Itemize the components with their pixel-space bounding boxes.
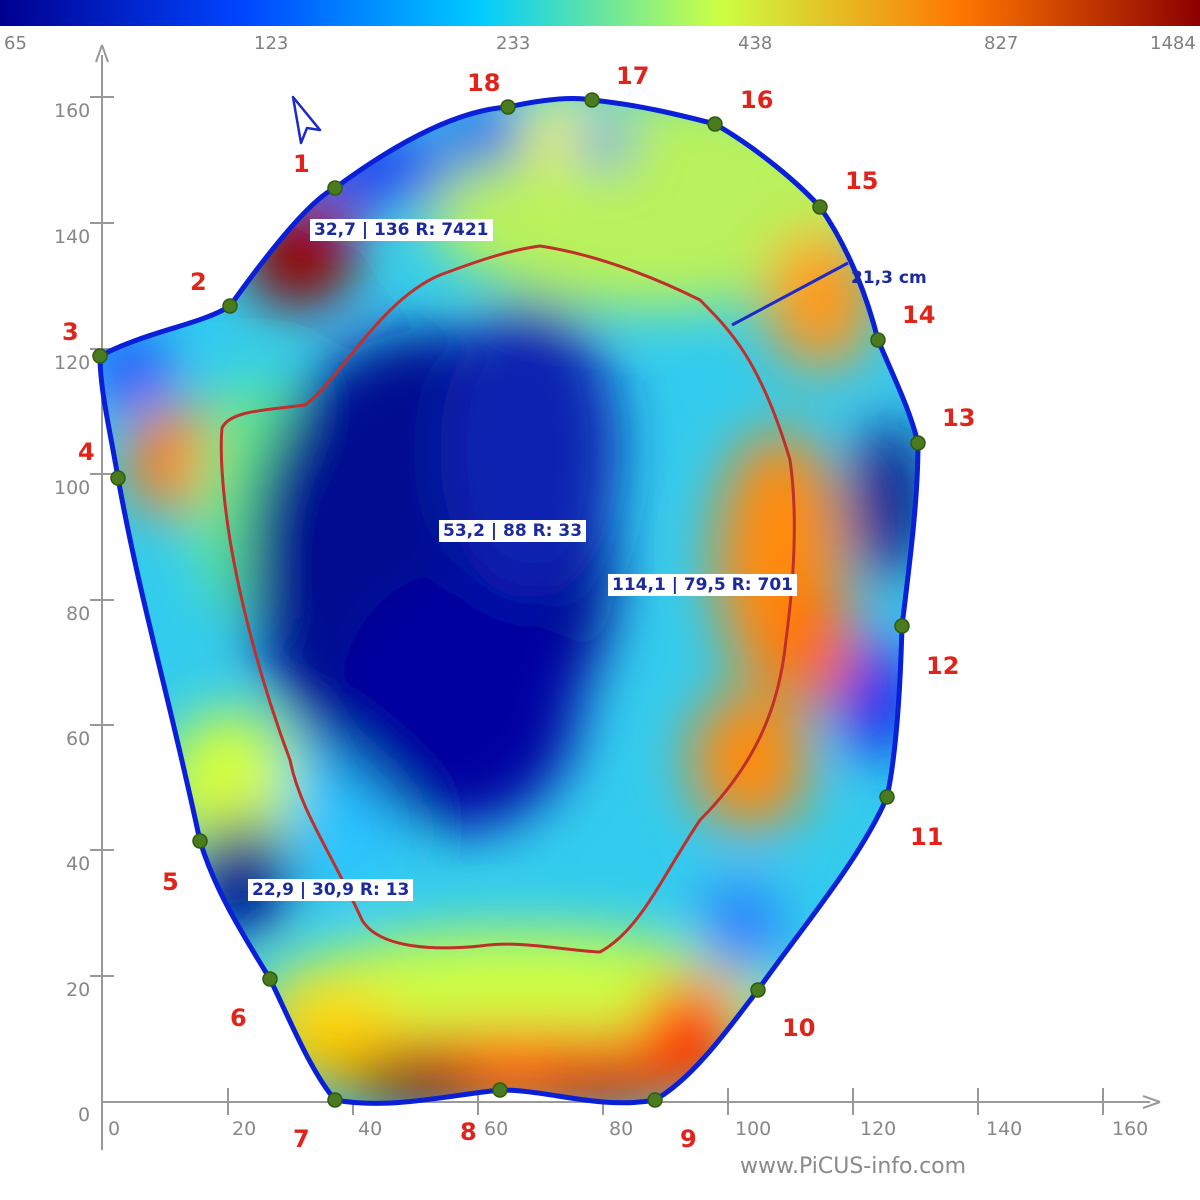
sensor-label-13: 13 xyxy=(942,404,975,432)
measurement-annotation: 53,2 | 88 R: 33 xyxy=(439,520,587,542)
x-tick-label: 0 xyxy=(108,1118,120,1140)
sensor-point-13[interactable] xyxy=(910,435,926,451)
y-tick-label: 160 xyxy=(54,100,90,122)
sensor-label-15: 15 xyxy=(845,167,878,195)
sensor-point-9[interactable] xyxy=(647,1092,663,1108)
sensor-label-4: 4 xyxy=(78,438,95,466)
sensor-point-12[interactable] xyxy=(894,618,910,634)
sensor-label-7: 7 xyxy=(293,1125,310,1153)
color-scale-tick: 1484 xyxy=(1150,33,1196,54)
sensor-label-1: 1 xyxy=(293,150,310,178)
sensor-point-3[interactable] xyxy=(92,348,108,364)
sensor-point-16[interactable] xyxy=(707,116,723,132)
x-tick-label: 140 xyxy=(986,1118,1022,1140)
sensor-points xyxy=(92,92,926,1108)
sensor-point-8[interactable] xyxy=(492,1082,508,1098)
x-tick-labels: 0 20 40 60 80 100 120 140 160 xyxy=(108,1118,1148,1140)
y-tick-labels: 0 20 40 60 80 100 120 140 160 xyxy=(54,100,90,1126)
x-tick-label: 80 xyxy=(609,1118,633,1140)
y-tick-label: 60 xyxy=(66,728,90,750)
x-tick-label: 40 xyxy=(358,1118,382,1140)
sensor-label-3: 3 xyxy=(62,318,79,346)
y-tick-label: 100 xyxy=(54,477,90,499)
color-scale-tick: 827 xyxy=(984,33,1019,54)
x-tick-label: 100 xyxy=(735,1118,771,1140)
sensor-label-6: 6 xyxy=(230,1004,247,1032)
inner-boundary-curve xyxy=(219,244,796,954)
color-scale-bar xyxy=(0,0,1200,26)
x-tick-label: 120 xyxy=(860,1118,896,1140)
x-tick-label: 160 xyxy=(1112,1118,1148,1140)
sensor-point-6[interactable] xyxy=(262,971,278,987)
sensor-point-4[interactable] xyxy=(110,470,126,486)
sensor-label-2: 2 xyxy=(190,268,207,296)
color-scale-tick: 65 xyxy=(4,33,27,54)
y-tick-label: 20 xyxy=(66,979,90,1001)
x-tick-label: 20 xyxy=(232,1118,256,1140)
y-tick-label: 0 xyxy=(78,1104,90,1126)
sensor-point-2[interactable] xyxy=(222,298,238,314)
measurement-annotation: 22,9 | 30,9 R: 13 xyxy=(248,879,414,901)
distance-label: 21,3 cm xyxy=(851,268,927,288)
sensor-point-17[interactable] xyxy=(584,92,600,108)
sensor-point-18[interactable] xyxy=(500,99,516,115)
measurement-annotation: 32,7 | 136 R: 7421 xyxy=(310,219,493,241)
y-tick-label: 40 xyxy=(66,853,90,875)
sensor-labels: 1 2 3 4 5 6 7 8 9 10 11 12 13 14 15 16 1… xyxy=(62,62,975,1153)
sensor-label-5: 5 xyxy=(162,868,179,896)
north-arrow-icon xyxy=(291,95,322,145)
sensor-label-12: 12 xyxy=(926,652,959,680)
sensor-point-7[interactable] xyxy=(327,1092,343,1108)
y-axis-arrow xyxy=(95,44,109,63)
sensor-label-11: 11 xyxy=(910,823,943,851)
sensor-label-17: 17 xyxy=(616,62,649,90)
sensor-point-10[interactable] xyxy=(750,982,766,998)
x-axis-arrow xyxy=(1142,1095,1161,1109)
sensor-label-16: 16 xyxy=(740,86,773,114)
x-tick-label: 60 xyxy=(484,1118,508,1140)
watermark: www.PiCUS-info.com xyxy=(740,1154,967,1179)
sensor-label-9: 9 xyxy=(680,1125,697,1153)
y-tick-label: 80 xyxy=(66,603,90,625)
sensor-point-11[interactable] xyxy=(879,789,895,805)
color-scale-tick: 438 xyxy=(738,33,773,54)
sensor-point-14[interactable] xyxy=(870,332,886,348)
distance-measure-line xyxy=(731,261,849,327)
color-scale-tick: 233 xyxy=(496,33,531,54)
sensor-point-1[interactable] xyxy=(327,180,343,196)
sensor-label-10: 10 xyxy=(782,1014,815,1042)
y-tick-label: 120 xyxy=(54,352,90,374)
sensor-label-14: 14 xyxy=(902,301,935,329)
sensor-point-5[interactable] xyxy=(192,833,208,849)
sensor-label-18: 18 xyxy=(467,69,500,97)
density-heatmap xyxy=(100,98,918,1104)
sensor-label-8: 8 xyxy=(460,1118,477,1146)
color-scale-tick: 123 xyxy=(254,33,289,54)
y-tick-label: 140 xyxy=(54,226,90,248)
sensor-point-15[interactable] xyxy=(812,199,828,215)
measurement-annotation: 114,1 | 79,5 R: 701 xyxy=(608,574,797,596)
